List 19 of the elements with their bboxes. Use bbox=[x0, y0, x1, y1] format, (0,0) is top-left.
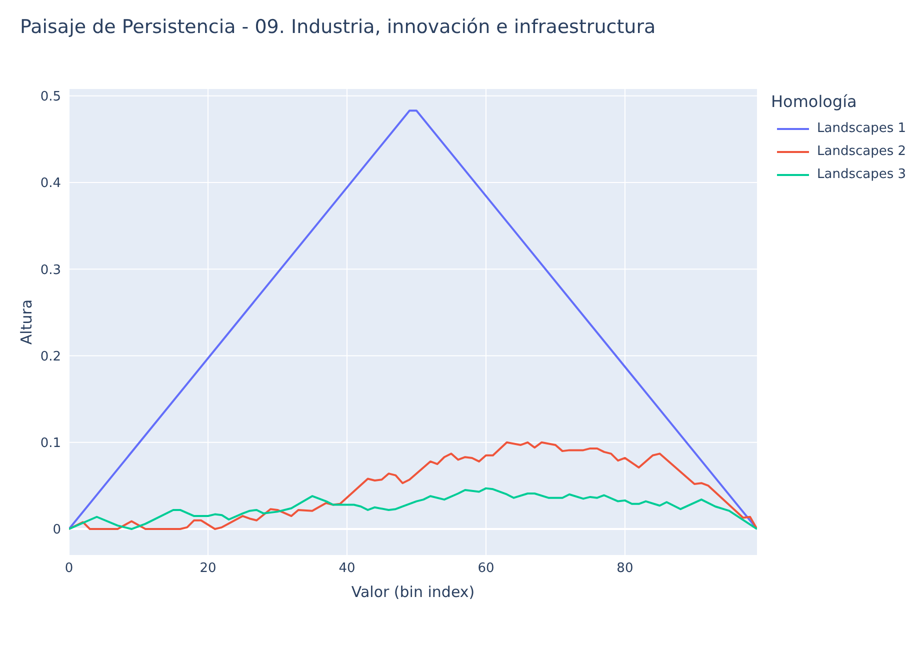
legend-label: Landscapes 1 bbox=[817, 121, 906, 136]
legend-title: Homología bbox=[771, 92, 858, 111]
legend-label: Landscapes 2 bbox=[817, 144, 906, 159]
y-tick-label: 0 bbox=[52, 522, 61, 538]
y-axis-title: Altura bbox=[17, 299, 36, 345]
x-tick-label: 80 bbox=[616, 561, 634, 576]
line-series bbox=[69, 487, 757, 530]
x-tick-label: 20 bbox=[200, 561, 216, 576]
x-tick-label: 40 bbox=[338, 561, 356, 576]
x-tick-label: 0 bbox=[64, 561, 74, 576]
chart-title: Paisaje de Persistencia - 09. Industria, innovación e infraestructura bbox=[20, 16, 656, 38]
legend-label: Landscapes 3 bbox=[817, 167, 906, 182]
y-tick-label: 0.3 bbox=[40, 262, 61, 278]
y-tick-label: 0.5 bbox=[40, 90, 61, 105]
x-axis-title: Valor (bin index) bbox=[351, 583, 475, 601]
y-tick-label: 0.2 bbox=[40, 349, 61, 364]
y-tick-label: 0.1 bbox=[40, 436, 61, 452]
y-tick-label: 0.4 bbox=[40, 176, 61, 192]
x-tick-label: 60 bbox=[478, 561, 494, 576]
